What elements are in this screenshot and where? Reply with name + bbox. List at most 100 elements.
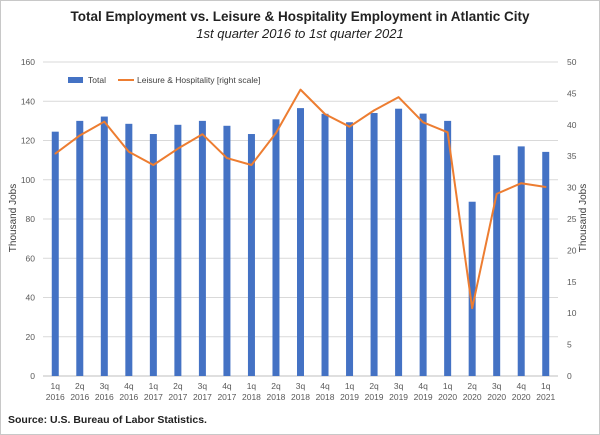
point-leisure-hospitality xyxy=(275,132,277,134)
bar-total xyxy=(419,113,427,377)
point-leisure-hospitality xyxy=(103,120,106,123)
x-tick-label-quarter: 2q xyxy=(173,381,183,391)
y-tick-label-right: 40 xyxy=(567,120,577,130)
x-tick-label-year: 2021 xyxy=(536,392,555,402)
bar-total xyxy=(444,120,452,376)
x-tick-label-year: 2017 xyxy=(144,392,163,402)
x-tick-label-year: 2017 xyxy=(193,392,212,402)
x-tick-label-quarter: 4q xyxy=(124,381,134,391)
y-tick-label-right: 30 xyxy=(567,183,577,193)
bars-total xyxy=(51,108,550,377)
bar-total xyxy=(223,125,231,376)
x-tick-label-year: 2016 xyxy=(46,392,65,402)
y-tick-label-right: 10 xyxy=(567,308,577,318)
point-leisure-hospitality xyxy=(299,88,302,91)
x-tick-label-quarter: 3q xyxy=(198,381,208,391)
y-tick-label-left: 20 xyxy=(26,332,36,342)
x-tick-label-quarter: 2q xyxy=(75,381,85,391)
x-tick-label-year: 2018 xyxy=(291,392,310,402)
y-tick-label-right: 45 xyxy=(567,88,577,98)
y-tick-label-left: 0 xyxy=(30,371,35,381)
point-leisure-hospitality xyxy=(152,164,155,166)
point-leisure-hospitality xyxy=(54,152,57,155)
bar-total xyxy=(247,134,255,376)
legend-label-leisure: Leisure & Hospitality [right scale] xyxy=(137,75,260,85)
bar-total xyxy=(321,113,329,376)
bar-total xyxy=(149,134,157,376)
x-tick-label-year: 2020 xyxy=(438,392,457,402)
bar-total xyxy=(100,116,108,377)
y-tick-label-left: 80 xyxy=(26,214,36,224)
x-tick-label-quarter: 3q xyxy=(100,381,110,391)
x-tick-label-year: 2018 xyxy=(267,392,286,402)
legend-label-total: Total xyxy=(88,75,106,85)
y-tick-label-right: 50 xyxy=(567,57,577,67)
point-leisure-hospitality xyxy=(373,109,375,112)
x-tick-label-year: 2019 xyxy=(340,392,359,402)
x-tick-label-year: 2016 xyxy=(95,392,114,402)
point-leisure-hospitality xyxy=(446,131,449,134)
x-tick-label-quarter: 1q xyxy=(51,381,61,391)
y-tick-label-right: 0 xyxy=(567,371,572,381)
x-tick-label-quarter: 4q xyxy=(516,381,526,391)
x-tick-label-quarter: 3q xyxy=(296,381,306,391)
y-tick-label-left: 100 xyxy=(21,175,35,185)
x-tick-label-year: 2019 xyxy=(389,392,408,402)
y-tick-label-left: 120 xyxy=(21,136,35,146)
x-tick-label-year: 2018 xyxy=(316,392,335,402)
legend-swatch-total xyxy=(68,77,83,83)
point-leisure-hospitality xyxy=(544,186,547,188)
x-tick-label-year: 2020 xyxy=(463,392,482,402)
y-tick-label-left: 160 xyxy=(21,57,35,67)
bar-total xyxy=(346,122,354,376)
x-tick-label-quarter: 2q xyxy=(369,381,379,391)
x-tick-label-quarter: 2q xyxy=(271,381,281,391)
bar-total xyxy=(272,119,280,377)
bar-total xyxy=(125,123,133,376)
point-leisure-hospitality xyxy=(397,96,400,98)
x-tick-label-year: 2018 xyxy=(242,392,261,402)
x-tick-label-year: 2017 xyxy=(217,392,236,402)
point-leisure-hospitality xyxy=(471,307,473,309)
y-tick-label-right: 5 xyxy=(567,340,572,350)
bar-total xyxy=(76,120,84,376)
y-tick-label-right: 25 xyxy=(567,214,577,224)
point-leisure-hospitality xyxy=(495,193,498,195)
x-tick-label-quarter: 4q xyxy=(222,381,232,391)
x-tick-label-quarter: 3q xyxy=(394,381,404,391)
bar-total xyxy=(198,120,206,376)
x-tick-label-year: 2020 xyxy=(487,392,506,402)
bar-total xyxy=(468,201,476,376)
axes: 0 20 40 60 80 100 120 140 160 0 5 10 15 20 25 30 35 40 45 5… xyxy=(21,57,577,402)
point-leisure-hospitality xyxy=(324,113,326,115)
x-tick-label-year: 2017 xyxy=(168,392,187,402)
x-tick-label-quarter: 4q xyxy=(418,381,428,391)
bar-total xyxy=(174,124,182,376)
x-tick-label-quarter: 4q xyxy=(320,381,330,391)
x-tick-label-quarter: 1q xyxy=(541,381,551,391)
legend: Total Leisure & Hospitality [right scale… xyxy=(68,75,260,85)
y-tick-label-left: 40 xyxy=(26,293,36,303)
x-tick-label-year: 2016 xyxy=(70,392,89,402)
chart-title: Total Employment vs. Leisure & Hospitali… xyxy=(70,9,530,24)
point-leisure-hospitality xyxy=(422,121,424,124)
y-axis-label-left: Thousand Jobs xyxy=(8,184,19,252)
point-leisure-hospitality xyxy=(78,134,81,137)
y-axis-label-right: Thousand Jobs xyxy=(578,184,589,252)
point-leisure-hospitality xyxy=(520,182,523,185)
x-tick-label-year: 2019 xyxy=(365,392,384,402)
line-leisure-hospitality xyxy=(54,88,547,310)
bar-total xyxy=(297,108,304,377)
y-tick-label-right: 15 xyxy=(567,277,577,287)
y-tick-label-left: 140 xyxy=(21,96,35,106)
source-note: Source: U.S. Bureau of Labor Statistics. xyxy=(8,414,207,426)
point-leisure-hospitality xyxy=(348,125,351,128)
x-tick-label-quarter: 1q xyxy=(247,381,257,391)
point-leisure-hospitality xyxy=(177,147,179,150)
chart-subtitle: 1st quarter 2016 to 1st quarter 2021 xyxy=(196,26,404,41)
x-tick-label-quarter: 1q xyxy=(149,381,159,391)
bar-total xyxy=(517,146,525,376)
bar-total xyxy=(395,108,403,377)
x-tick-label-quarter: 3q xyxy=(492,381,502,391)
